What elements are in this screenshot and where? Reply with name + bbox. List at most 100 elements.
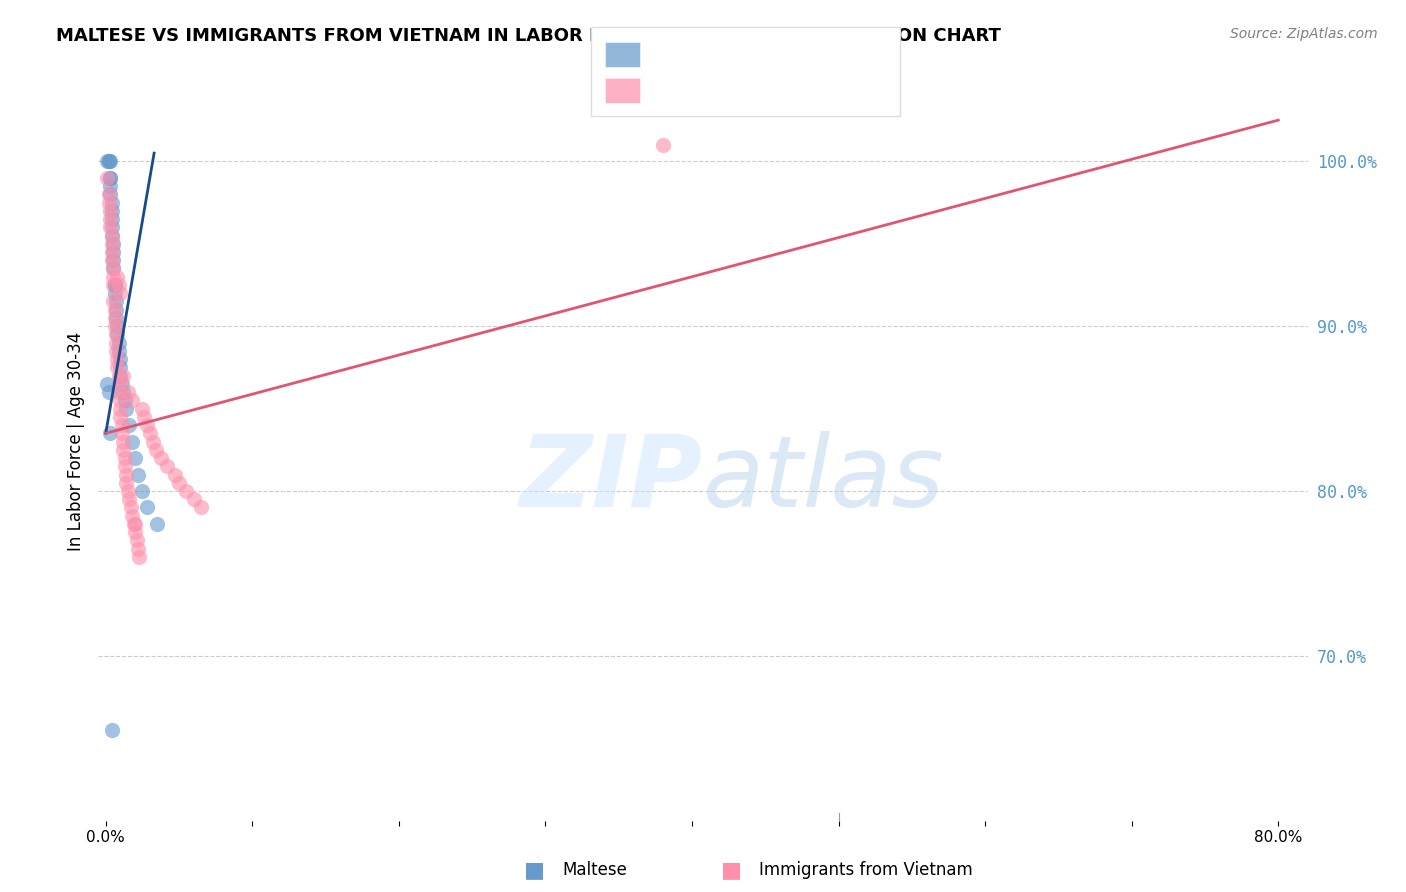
Point xyxy=(110,368,132,383)
Point xyxy=(112,442,135,457)
Point xyxy=(138,426,160,441)
Point xyxy=(103,310,125,325)
Point xyxy=(128,549,150,564)
Point xyxy=(110,360,132,375)
Point xyxy=(117,483,139,498)
Point xyxy=(103,286,125,301)
Point xyxy=(100,723,122,737)
Point xyxy=(122,516,145,531)
Point xyxy=(98,170,121,185)
Point xyxy=(651,137,673,152)
Point xyxy=(115,475,138,490)
Point xyxy=(108,277,131,292)
Point xyxy=(105,294,128,309)
Point xyxy=(167,475,190,490)
Point xyxy=(163,467,186,482)
Point xyxy=(110,393,132,408)
Point xyxy=(131,483,153,498)
Point xyxy=(105,343,128,358)
Text: R = 0.407    N = 67: R = 0.407 N = 67 xyxy=(650,80,856,98)
Point xyxy=(103,277,125,292)
Point xyxy=(112,434,135,449)
Point xyxy=(98,187,121,202)
Point xyxy=(111,418,134,433)
Point xyxy=(98,426,121,441)
Point xyxy=(146,516,169,531)
Point xyxy=(97,187,120,202)
Point xyxy=(110,352,132,367)
Y-axis label: In Labor Force | Age 30-34: In Labor Force | Age 30-34 xyxy=(66,332,84,551)
Point xyxy=(114,393,136,408)
Point xyxy=(121,434,143,449)
Text: Immigrants from Vietnam: Immigrants from Vietnam xyxy=(759,861,973,879)
Point xyxy=(108,376,131,391)
Text: Maltese: Maltese xyxy=(562,861,627,879)
Point xyxy=(108,385,131,400)
Point xyxy=(103,277,125,292)
Point xyxy=(100,203,122,218)
Point xyxy=(98,179,121,194)
Point xyxy=(103,302,125,317)
Point xyxy=(108,343,131,358)
Point xyxy=(114,459,136,474)
Point xyxy=(118,418,141,433)
Point xyxy=(127,541,149,556)
Point xyxy=(100,195,122,210)
Point xyxy=(105,310,128,325)
Point xyxy=(176,483,198,498)
Point xyxy=(100,212,122,227)
Point xyxy=(183,492,205,507)
Point xyxy=(100,228,122,243)
Point xyxy=(103,319,125,334)
Point xyxy=(124,525,146,540)
Point xyxy=(97,195,120,210)
Point xyxy=(107,327,129,342)
Point xyxy=(96,376,118,391)
Text: ■: ■ xyxy=(524,860,544,880)
Text: atlas: atlas xyxy=(703,431,945,528)
Point xyxy=(145,442,167,457)
Point xyxy=(132,409,155,424)
Point xyxy=(101,236,124,251)
Point xyxy=(101,261,124,276)
Point xyxy=(98,170,121,185)
Point xyxy=(111,426,134,441)
Point xyxy=(127,467,149,482)
Point xyxy=(120,500,142,515)
Text: Source: ZipAtlas.com: Source: ZipAtlas.com xyxy=(1230,27,1378,41)
Point xyxy=(101,269,124,284)
Point xyxy=(98,154,121,169)
Text: R = 0.358    N = 45: R = 0.358 N = 45 xyxy=(650,45,856,62)
Point xyxy=(101,253,124,268)
Point xyxy=(107,269,129,284)
Point xyxy=(114,450,136,465)
Point xyxy=(115,401,138,416)
Text: ZIP: ZIP xyxy=(520,431,703,528)
Text: ■: ■ xyxy=(721,860,741,880)
Point xyxy=(100,228,122,243)
Point xyxy=(105,302,128,317)
Point xyxy=(100,244,122,259)
Point xyxy=(108,335,131,350)
Point xyxy=(121,393,143,408)
Point xyxy=(135,500,157,515)
Point xyxy=(156,459,179,474)
Point xyxy=(98,212,121,227)
Point xyxy=(150,450,173,465)
Point xyxy=(131,401,153,416)
Point xyxy=(107,360,129,375)
Point xyxy=(112,385,135,400)
Point xyxy=(101,244,124,259)
Point xyxy=(100,236,122,251)
Point xyxy=(96,170,118,185)
Point xyxy=(97,154,120,169)
Point xyxy=(108,368,131,383)
Point xyxy=(110,409,132,424)
Point xyxy=(107,319,129,334)
Point xyxy=(96,154,118,169)
Point xyxy=(190,500,212,515)
Point xyxy=(135,418,157,433)
Point xyxy=(111,376,134,391)
Point xyxy=(100,220,122,235)
Point xyxy=(98,203,121,218)
